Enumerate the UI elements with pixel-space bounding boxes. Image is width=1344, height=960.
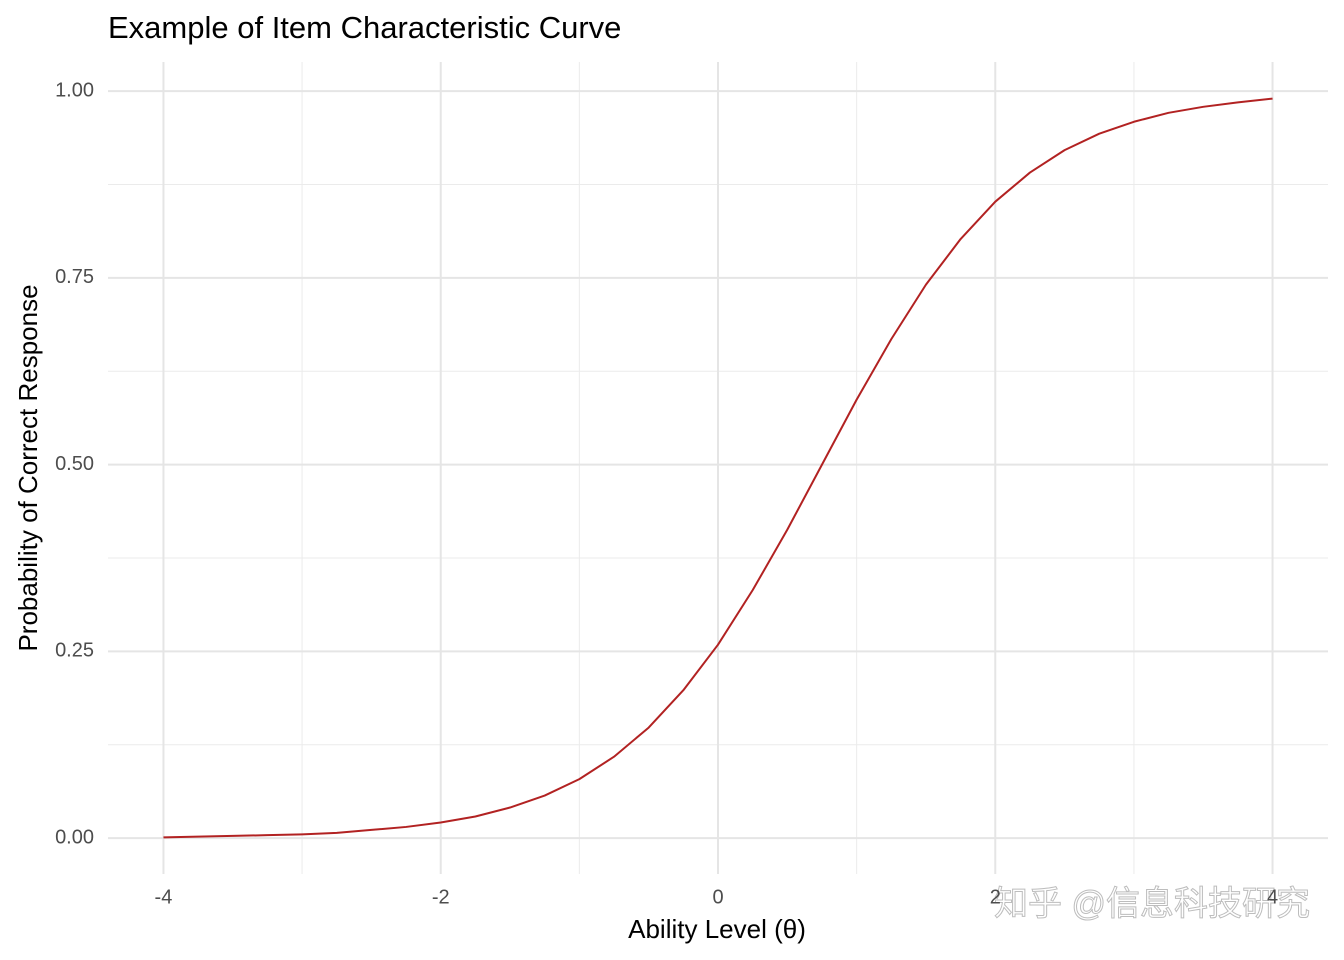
y-axis-title: Probability of Correct Response [13, 284, 43, 651]
marks [163, 97, 1273, 839]
y-tick-label: 0.00 [55, 826, 94, 848]
x-tick-label: -4 [155, 886, 173, 908]
x-tick-label: -2 [432, 886, 450, 908]
y-tick-label: 0.75 [55, 266, 94, 288]
x-axis-title: Ability Level (θ) [628, 914, 806, 944]
y-tick-label: 0.50 [55, 453, 94, 475]
x-tick-label: 4 [1267, 886, 1278, 908]
watermark: 知乎 @信息科技研究 [994, 885, 1310, 923]
x-tick-label: 0 [712, 886, 723, 908]
grid [108, 62, 1328, 874]
y-tick-label: 1.00 [55, 79, 94, 101]
x-tick-label: 2 [990, 886, 1001, 908]
line [163, 97, 1273, 839]
chart-title: Example of Item Characteristic Curve [108, 10, 621, 45]
y-tick-label: 0.25 [55, 640, 94, 662]
